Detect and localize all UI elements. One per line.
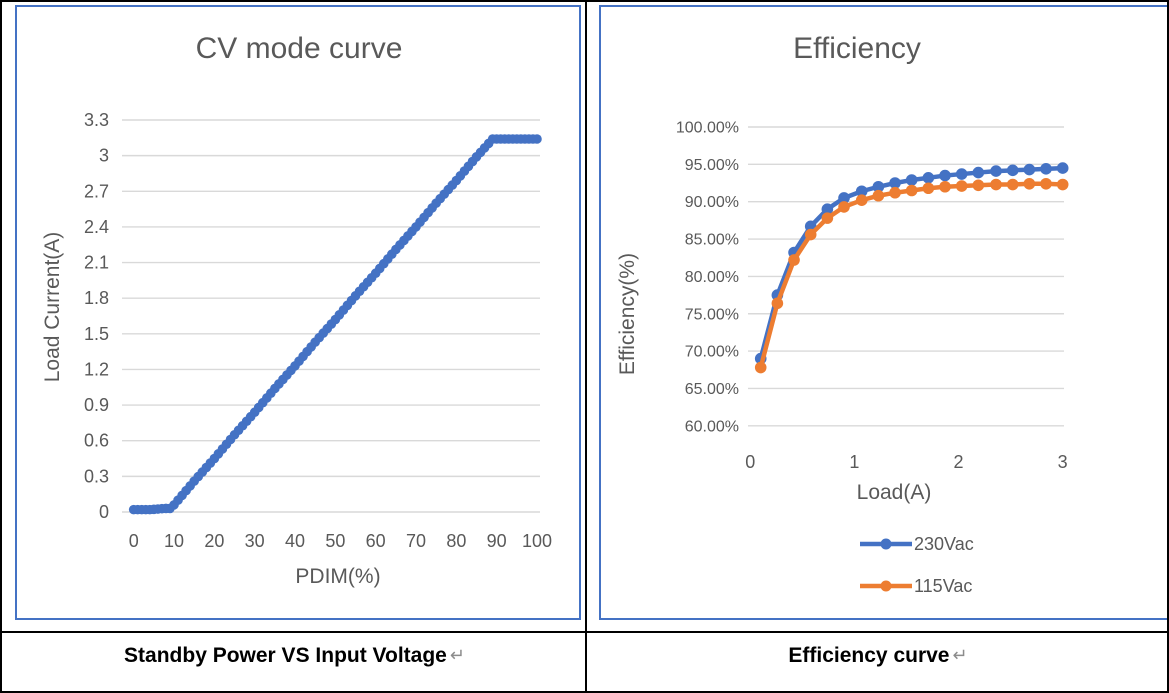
line-break-mark: ↵ xyxy=(449,644,465,665)
table-row-divider xyxy=(2,631,1167,633)
cv-chart-frame xyxy=(15,5,581,620)
right-caption-text: Efficiency curve xyxy=(788,644,950,667)
line-break-mark: ↵ xyxy=(952,644,968,665)
left-caption-cell: Standby Power VS Input Voltage ↵ xyxy=(4,633,585,691)
left-caption-text: Standby Power VS Input Voltage xyxy=(124,644,447,667)
table-column-divider xyxy=(585,2,587,691)
right-caption-cell: Efficiency curve ↵ xyxy=(587,633,1167,691)
efficiency-chart-frame xyxy=(599,5,1167,620)
